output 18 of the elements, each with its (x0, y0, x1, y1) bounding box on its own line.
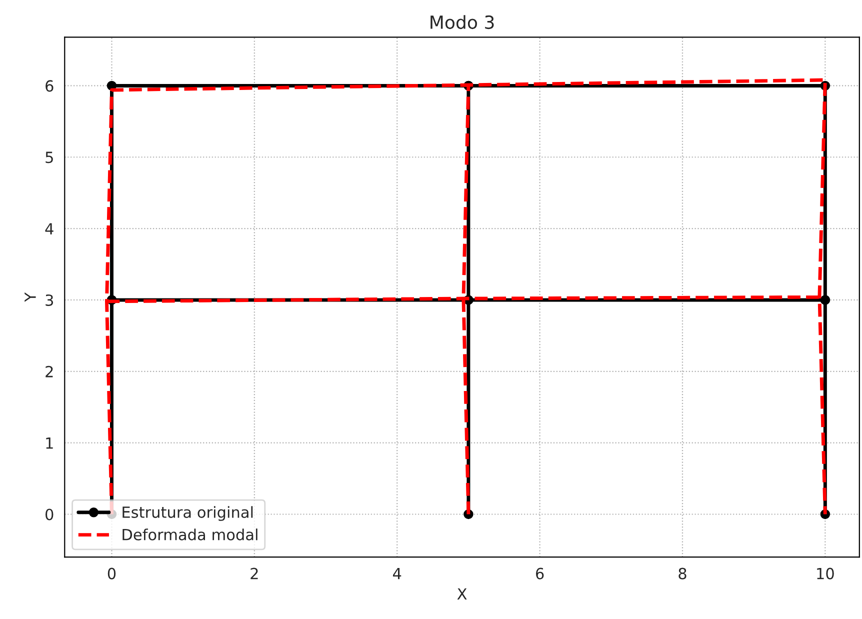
x-tick-label: 0 (108, 568, 116, 580)
x-tick-label: 2 (250, 568, 258, 580)
y-tick-label: 0 (46, 508, 54, 520)
x-axis-title: X (457, 588, 467, 600)
y-tick-label: 6 (46, 80, 54, 92)
y-tick-label: 3 (46, 294, 54, 306)
legend-label: Estrutura original (122, 506, 253, 521)
x-tick-label: 4 (392, 568, 402, 580)
y-tick-label: 5 (46, 152, 53, 164)
x-tick-label: 8 (678, 568, 686, 580)
legend-label: Deformada modal (122, 528, 258, 540)
y-axis-title: Y (24, 292, 36, 302)
x-tick-label: 6 (536, 568, 544, 580)
y-tick-label: 4 (45, 223, 54, 234)
y-tick-label: 1 (46, 437, 53, 449)
chart-title: Modo 3 (430, 15, 494, 30)
y-tick-label: 2 (46, 366, 53, 378)
x-tick-label: 10 (817, 568, 834, 580)
